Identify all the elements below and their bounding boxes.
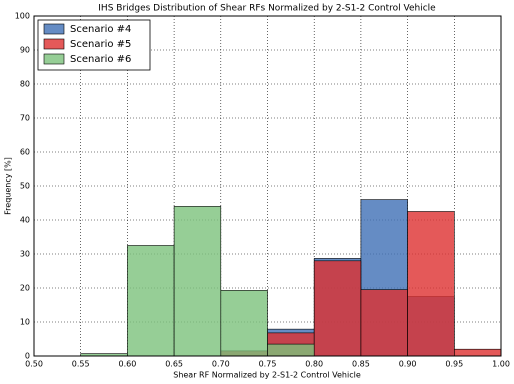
y-tick-label: 60 [20,148,30,157]
y-tick-label: 50 [20,182,30,191]
x-tick-label: 0.95 [445,360,463,369]
x-tick-label: 0.85 [352,360,370,369]
y-tick-label: 80 [20,80,30,89]
y-tick-label: 30 [20,250,30,259]
bar [313,260,362,357]
plot-frame [33,15,502,357]
legend-swatch [43,23,65,35]
x-tick-label: 1.00 [492,360,510,369]
y-tick-label: 20 [20,284,30,293]
bar [127,245,175,357]
y-tick-label: 40 [20,216,30,225]
x-tick-label: 0.70 [212,360,230,369]
y-tick-label: 10 [20,318,30,327]
legend-swatch [43,38,65,50]
bar [267,343,315,357]
y-tick-label: 70 [20,114,30,123]
x-tick-label: 0.90 [399,360,417,369]
x-tick-label: 0.75 [259,360,277,369]
x-tick-label: 0.80 [305,360,323,369]
y-axis-label: Frequency [%] [4,157,13,215]
y-tick-label: 0 [25,352,30,361]
legend-label: Scenario #5 [70,39,131,50]
legend-label: Scenario #4 [70,24,131,35]
chart-title: IHS Bridges Distribution of Shear RFs No… [98,4,436,14]
x-axis-label: Shear RF Normalized by 2-S1-2 Control Ve… [173,371,361,380]
bar [453,348,502,357]
legend-swatch [43,53,65,65]
x-tick-label: 0.65 [165,360,183,369]
x-tick-label: 0.50 [25,360,43,369]
bar [220,290,268,357]
x-tick-label: 0.60 [118,360,136,369]
bar [360,289,408,357]
x-tick-label: 0.55 [72,360,90,369]
y-tick-label: 100 [15,12,30,21]
legend-label: Scenario #6 [70,54,131,65]
bar [407,211,455,357]
bar [173,206,222,357]
y-tick-label: 90 [20,46,30,55]
